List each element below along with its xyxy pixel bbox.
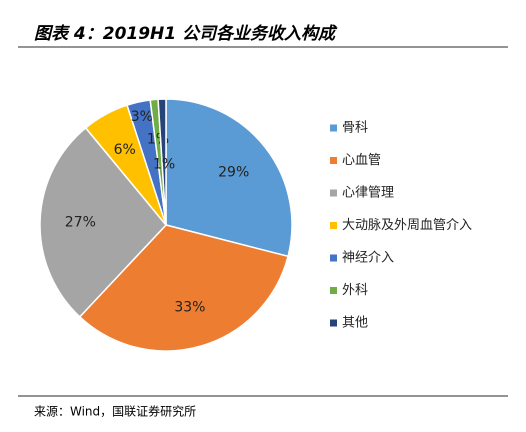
legend-swatch <box>330 319 337 327</box>
pie-slice <box>78 224 289 352</box>
legend-label: 心律管理 <box>342 186 394 201</box>
data-label: 6% <box>114 142 136 158</box>
pie-slice <box>157 98 167 226</box>
legend-label: 大动脉及外周血管介入 <box>342 218 472 233</box>
pie-slice <box>165 98 293 258</box>
legend-label: 心血管 <box>342 153 381 168</box>
chart-title: 图表 4：2019H1 公司各业务收入构成 <box>34 24 338 44</box>
legend-swatch <box>330 189 337 197</box>
legend-swatch <box>330 287 337 294</box>
data-label: 29% <box>218 164 249 180</box>
legend-swatch <box>330 124 337 132</box>
legend-label: 其他 <box>342 316 368 331</box>
data-label: 33% <box>174 299 205 315</box>
legend-swatch <box>330 254 337 262</box>
source: 来源：Wind，国联证券研究所 <box>34 404 196 419</box>
legend-swatch <box>330 222 337 229</box>
legend-swatch <box>330 157 337 164</box>
data-label: 3% <box>131 109 153 125</box>
data-label: 27% <box>65 214 96 230</box>
pie-slice <box>39 126 167 318</box>
legend-label: 骨科 <box>342 121 368 136</box>
legend-label: 神经介入 <box>342 251 394 266</box>
legend-label: 外科 <box>342 283 368 298</box>
data-label: 1% <box>153 157 175 173</box>
